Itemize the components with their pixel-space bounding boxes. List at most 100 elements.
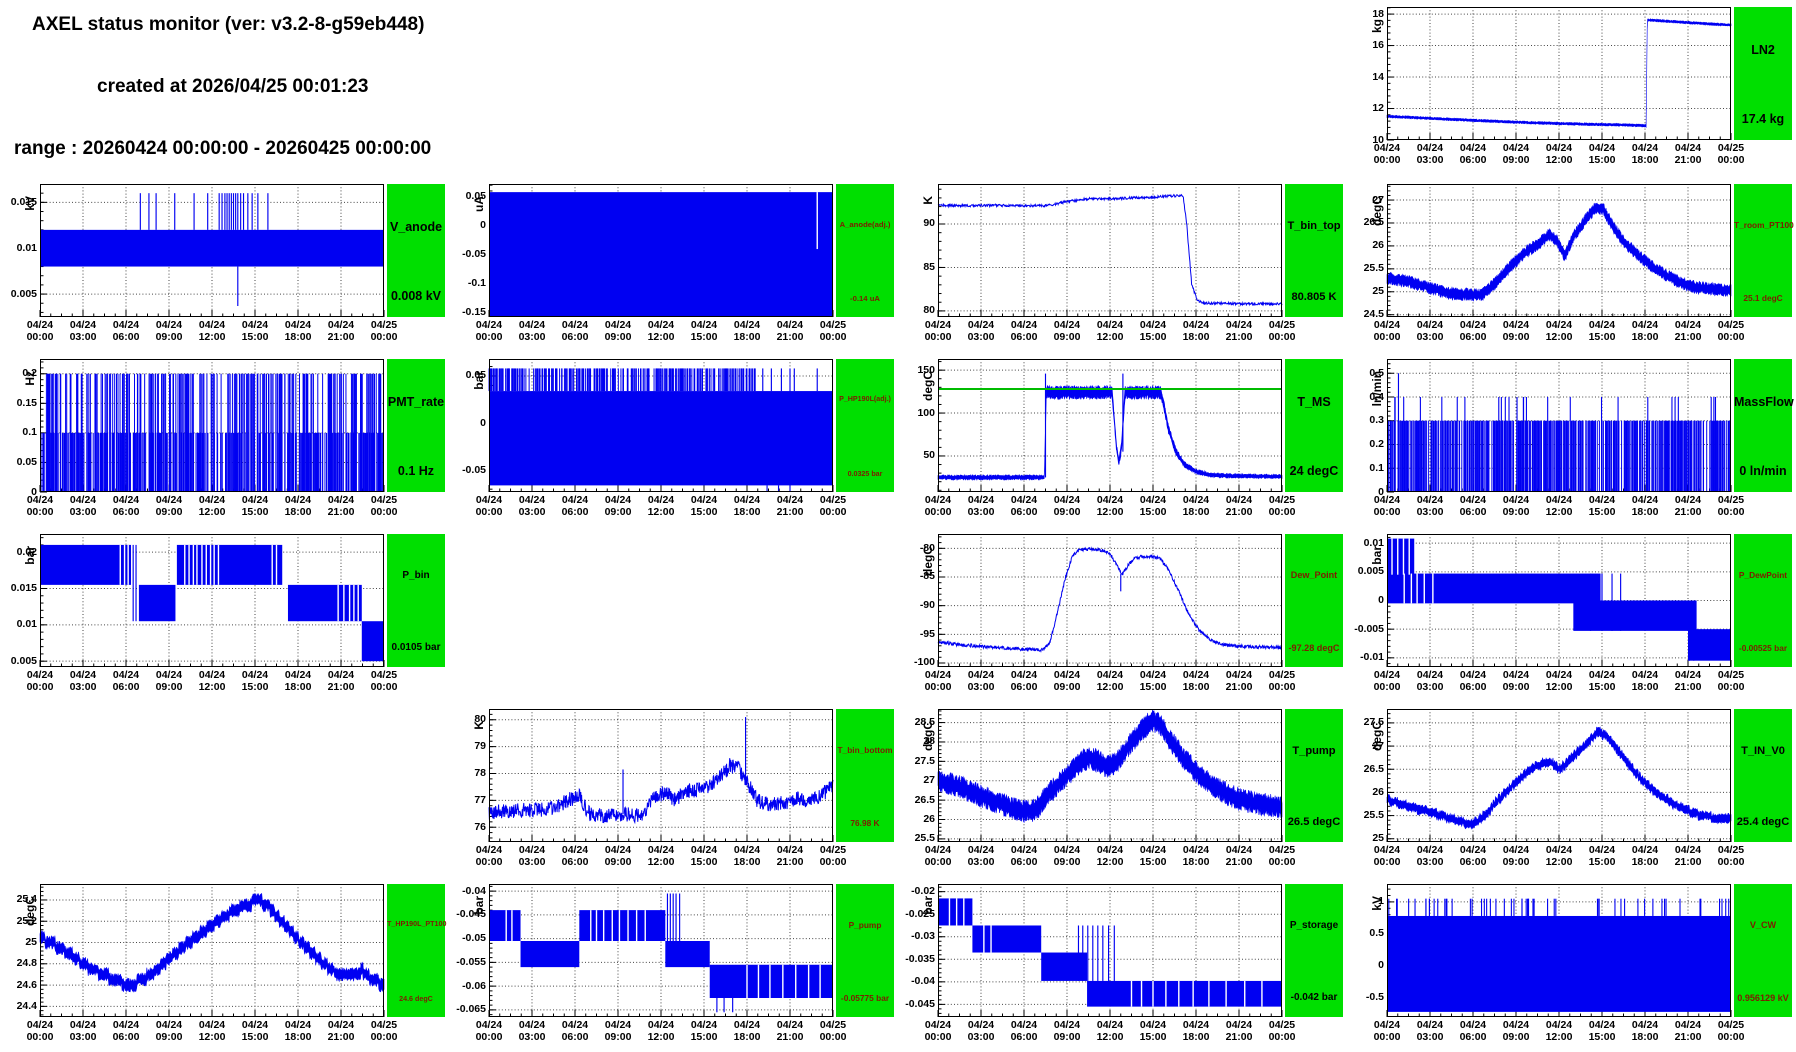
x-tick-label: 04/24 06:00 xyxy=(100,494,152,518)
x-tick-time: 18:00 xyxy=(733,506,761,518)
x-tick-label: 04/24 03:00 xyxy=(955,844,1007,868)
x-tick-date: 04/24 xyxy=(198,494,226,506)
x-tick-time: 09:00 xyxy=(1053,506,1081,518)
x-tick-label: 04/24 03:00 xyxy=(955,1019,1007,1043)
x-tick-date: 04/25 xyxy=(370,494,398,506)
x-tick-label: 04/24 09:00 xyxy=(1490,669,1542,693)
y-tick-label: 25 xyxy=(1372,832,1384,845)
param-value: 0.0105 bar xyxy=(391,642,441,653)
x-tick-label: 04/24 18:00 xyxy=(721,494,773,518)
x-tick-date: 04/24 xyxy=(733,319,761,331)
x-tick-time: 03:00 xyxy=(518,1031,546,1043)
x-tick-label: 04/24 18:00 xyxy=(1619,669,1671,693)
x-tick-time: 12:00 xyxy=(198,331,226,343)
chart-canvas xyxy=(488,709,834,842)
x-tick-date: 04/25 xyxy=(1717,319,1745,331)
x-tick-date: 04/24 xyxy=(1459,844,1487,856)
x-tick-time: 00:00 xyxy=(924,506,952,518)
x-tick-time: 00:00 xyxy=(370,1031,398,1043)
x-tick-label: 04/24 15:00 xyxy=(1127,669,1179,693)
chart-canvas xyxy=(1386,709,1732,842)
x-tick-label: 04/24 03:00 xyxy=(57,494,109,518)
x-tick-label: 04/25 00:00 xyxy=(807,844,859,868)
x-tick-time: 06:00 xyxy=(1459,331,1487,343)
y-tick-label: 25.4 xyxy=(16,893,37,906)
x-tick-time: 12:00 xyxy=(1096,681,1124,693)
param-value: -0.14 uA xyxy=(850,294,880,303)
legend-box: V_CW 0.956129 kV xyxy=(1734,884,1792,1017)
x-tick-date: 04/25 xyxy=(1717,494,1745,506)
x-tick-label: 04/25 00:00 xyxy=(1705,142,1757,166)
x-tick-time: 15:00 xyxy=(1588,331,1616,343)
y-tick-label: 0.005 xyxy=(10,654,37,667)
x-tick-label: 04/24 06:00 xyxy=(1447,319,1499,343)
x-tick-date: 04/24 xyxy=(1182,319,1210,331)
param-name: V_anode xyxy=(389,219,443,234)
x-tick-date: 04/24 xyxy=(1545,844,1573,856)
y-tick-label: -80 xyxy=(919,541,935,554)
x-tick-label: 04/24 21:00 xyxy=(764,319,816,343)
x-tick-date: 04/24 xyxy=(604,494,632,506)
x-tick-date: 04/24 xyxy=(1416,494,1444,506)
x-tick-time: 12:00 xyxy=(1545,1031,1573,1043)
y-tick-label: 80 xyxy=(474,713,486,726)
x-tick-time: 00:00 xyxy=(1717,154,1745,166)
x-tick-date: 04/24 xyxy=(1588,319,1616,331)
x-tick-label: 04/24 21:00 xyxy=(1213,844,1265,868)
x-tick-time: 00:00 xyxy=(26,1031,54,1043)
x-tick-label: 04/24 15:00 xyxy=(678,319,730,343)
y-tick-label: 25.2 xyxy=(16,914,37,927)
x-tick-date: 04/24 xyxy=(647,844,675,856)
x-tick-time: 12:00 xyxy=(1545,154,1573,166)
x-tick-label: 04/24 06:00 xyxy=(998,669,1050,693)
chart-canvas xyxy=(937,359,1283,492)
x-tick-label: 04/24 15:00 xyxy=(678,1019,730,1043)
y-tick-label: 0.005 xyxy=(1357,565,1384,578)
x-tick-time: 09:00 xyxy=(604,331,632,343)
x-tick-label: 04/24 18:00 xyxy=(1170,1019,1222,1043)
x-tick-date: 04/24 xyxy=(924,844,952,856)
x-tick-label: 04/24 09:00 xyxy=(1041,1019,1093,1043)
x-tick-time: 21:00 xyxy=(327,681,355,693)
x-tick-date: 04/24 xyxy=(1139,844,1167,856)
y-tick-label: -0.035 xyxy=(905,952,935,965)
x-tick-date: 04/24 xyxy=(518,494,546,506)
x-tick-date: 04/25 xyxy=(1268,844,1296,856)
param-name: PMT_rate xyxy=(387,394,445,409)
y-tick-label: 26 xyxy=(1372,239,1384,252)
x-tick-time: 00:00 xyxy=(1373,331,1401,343)
x-tick-date: 04/24 xyxy=(1631,1019,1659,1031)
x-tick-time: 12:00 xyxy=(647,856,675,868)
x-tick-date: 04/24 xyxy=(284,1019,312,1031)
x-tick-label: 04/24 21:00 xyxy=(315,1019,367,1043)
x-tick-date: 04/24 xyxy=(1459,669,1487,681)
y-tick-label: 25 xyxy=(1372,285,1384,298)
param-name: T_pump xyxy=(1292,744,1336,757)
x-tick-time: 12:00 xyxy=(198,506,226,518)
y-tick-label: 26.5 xyxy=(914,793,935,806)
y-tick-label: 0.1 xyxy=(22,426,37,439)
param-name: T_HP190L_PT100 xyxy=(387,919,447,928)
plot-t-in-v0: degC 27.5 27 26.5 26 25.5 25 04/24 00:00 04/24 03:… xyxy=(1347,702,1796,877)
x-tick-time: 06:00 xyxy=(561,506,589,518)
param-name: P_pump xyxy=(848,919,882,930)
plot-t-ms: degC 150 100 50 04/24 00:00 04/24 03:00 04/24 06:… xyxy=(898,352,1347,527)
x-tick-label: 04/25 00:00 xyxy=(358,669,410,693)
x-tick-label: 04/25 00:00 xyxy=(1256,494,1308,518)
x-tick-date: 04/24 xyxy=(967,669,995,681)
y-tick-label: 10 xyxy=(1372,133,1384,146)
x-tick-date: 04/24 xyxy=(112,669,140,681)
y-tick-label: 76 xyxy=(474,820,486,833)
x-tick-label: 04/24 00:00 xyxy=(912,669,964,693)
x-tick-label: 04/24 21:00 xyxy=(315,319,367,343)
x-tick-date: 04/24 xyxy=(327,669,355,681)
plot-p-bin: bar 0.02 0.015 0.01 0.005 04/24 00:00 04/24 03:0… xyxy=(0,527,449,702)
x-tick-time: 06:00 xyxy=(112,681,140,693)
x-tick-time: 12:00 xyxy=(1545,506,1573,518)
x-tick-label: 04/24 06:00 xyxy=(1447,142,1499,166)
legend-box: MassFlow 0 ln/min xyxy=(1734,359,1794,492)
x-tick-time: 21:00 xyxy=(1674,681,1702,693)
monitor-title: AXEL status monitor (ver: v3.2-8-g59eb44… xyxy=(32,14,425,35)
param-name: T_room_PT100 xyxy=(1734,219,1794,230)
y-tick-label: 78 xyxy=(474,766,486,779)
